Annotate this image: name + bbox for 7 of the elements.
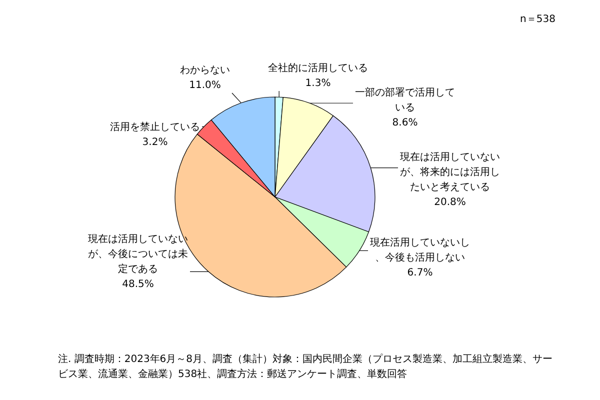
label: 現在活用していないし、今後も活用しない 6.7% [370,238,470,278]
label: 活用を禁止している 3.2% [110,122,200,148]
text: 注. 調査時期：2023年6月～8月、調査（集計）対象：国内民間企業（プロセス製造業、加工組立製造業、サービス業、流通業、金融業）538社、調査方法：郵送アンケート調査、単数回答 [58,352,554,382]
label: 現在は活用していないが、将来的には活用したいと考えている 20.8% [400,152,500,208]
label: わからない 11.0% [180,65,230,91]
label: 一部の部署で活用している 8.6% [355,88,455,128]
text: n＝538 [520,13,556,26]
